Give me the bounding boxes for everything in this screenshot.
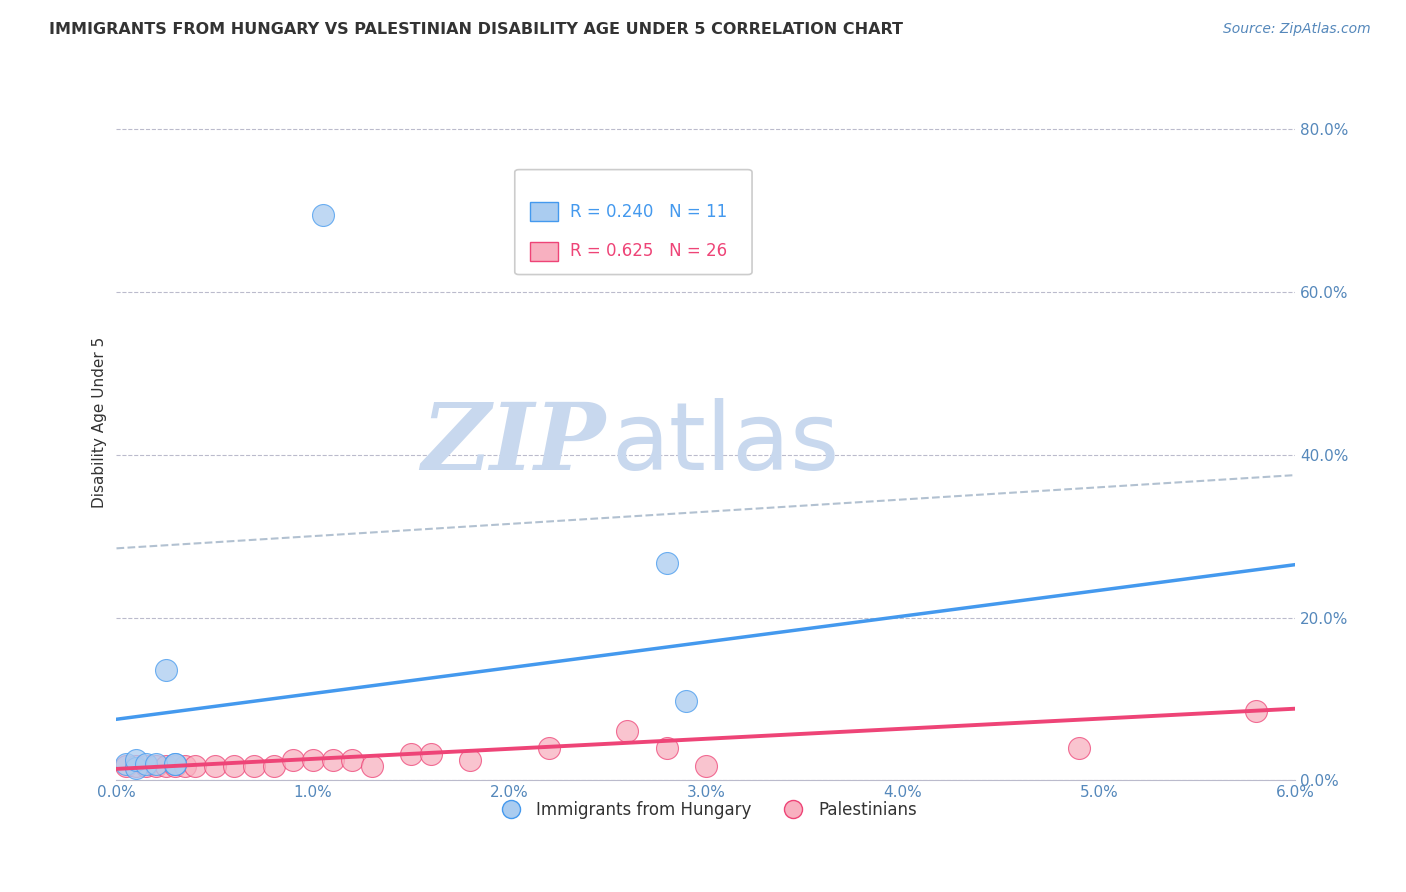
Point xyxy=(361,758,384,772)
Point xyxy=(204,758,226,772)
Text: atlas: atlas xyxy=(612,398,839,490)
Point xyxy=(125,761,148,775)
Legend: Immigrants from Hungary, Palestinians: Immigrants from Hungary, Palestinians xyxy=(488,795,924,826)
Point xyxy=(283,753,305,767)
Y-axis label: Disability Age Under 5: Disability Age Under 5 xyxy=(93,336,107,508)
Point xyxy=(655,556,678,570)
Point xyxy=(243,758,266,772)
Point xyxy=(165,757,187,772)
Point xyxy=(695,758,717,772)
Point xyxy=(165,758,187,772)
Point xyxy=(1244,704,1267,718)
Point xyxy=(322,753,344,767)
Point xyxy=(399,747,422,762)
Point xyxy=(135,758,157,772)
Point xyxy=(125,753,148,767)
Point xyxy=(145,758,167,772)
Point xyxy=(145,757,167,772)
Point xyxy=(125,758,148,772)
Point xyxy=(342,753,364,767)
Text: IMMIGRANTS FROM HUNGARY VS PALESTINIAN DISABILITY AGE UNDER 5 CORRELATION CHART: IMMIGRANTS FROM HUNGARY VS PALESTINIAN D… xyxy=(49,22,903,37)
Text: ZIP: ZIP xyxy=(422,399,606,489)
Point xyxy=(312,208,335,222)
Point xyxy=(537,740,560,755)
Point xyxy=(165,757,187,772)
Point xyxy=(655,740,678,755)
Point xyxy=(616,724,638,739)
Point xyxy=(155,664,177,678)
Point xyxy=(458,753,481,767)
Text: R = 0.625   N = 26: R = 0.625 N = 26 xyxy=(569,243,727,260)
Point xyxy=(174,758,197,772)
Point xyxy=(224,758,246,772)
Point xyxy=(115,758,138,772)
Point xyxy=(302,753,325,767)
Text: Source: ZipAtlas.com: Source: ZipAtlas.com xyxy=(1223,22,1371,37)
Point xyxy=(1069,740,1091,755)
Point xyxy=(263,758,285,772)
Point xyxy=(115,757,138,772)
Point xyxy=(184,758,207,772)
Point xyxy=(675,693,697,707)
Text: R = 0.240   N = 11: R = 0.240 N = 11 xyxy=(569,202,727,220)
Point xyxy=(155,758,177,772)
Point xyxy=(419,747,441,762)
Point xyxy=(135,757,157,772)
